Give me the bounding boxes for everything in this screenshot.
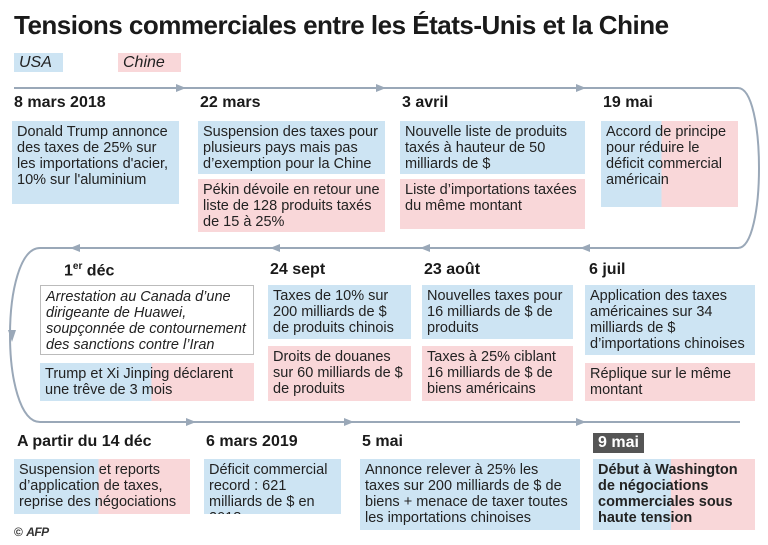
event-suspension-14-dec: Suspension et reports d’application de t…: [14, 459, 190, 514]
arrow-head-row3-c: [576, 418, 586, 426]
event-treve-1er-dec: Trump et Xi Jinping déclarent une trêve …: [40, 363, 254, 401]
event-chine-3-avril: Liste d’importations taxées du même mont…: [400, 179, 585, 229]
arrow-head-row1-b: [376, 84, 386, 92]
date-24-sept: 24 sept: [270, 261, 326, 278]
date-6-juil: 6 juil: [589, 261, 626, 278]
timeline-curve-left: [9, 247, 41, 423]
event-usa-8-mars-2018: Donald Trump annonce des taxes de 25% su…: [12, 121, 179, 204]
date-22-mars: 22 mars: [200, 94, 261, 111]
arrow-head-row1-c: [576, 84, 586, 92]
copyright-symbol: ©: [14, 525, 23, 539]
event-negociations-9-mai: Début à Washington de négociations comme…: [593, 459, 755, 530]
date-14-dec: A partir du 14 déc: [17, 433, 152, 450]
afp-logo: AFP: [26, 525, 49, 539]
event-usa-22-mars: Suspension des taxes pour plusieurs pays…: [198, 121, 385, 174]
arrow-head-row2-b: [420, 244, 430, 252]
date-6-mars-2019: 6 mars 2019: [206, 433, 298, 450]
credit: © AFP: [14, 525, 49, 539]
arrow-head-row3-b: [344, 418, 354, 426]
event-chine-24-sept: Droits de douanes sur 60 milliards de $ …: [268, 346, 411, 401]
event-usa-6-juil: Application des taxes américaines sur 34…: [585, 285, 755, 355]
date-19-mai: 19 mai: [603, 94, 653, 111]
event-usa-23-aout: Nouvelles taxes pour 16 milliards de $ d…: [422, 285, 573, 339]
arrow-head-row2-c: [270, 244, 280, 252]
date-9-mai: 9 mai: [593, 433, 644, 453]
page-title: Tensions commerciales entre les États-Un…: [14, 10, 669, 40]
event-chine-6-juil: Réplique sur le même montant: [585, 363, 755, 401]
date-23-aout: 23 août: [424, 261, 481, 278]
legend-chine: Chine: [118, 53, 181, 72]
arrow-head-row2-a: [580, 244, 590, 252]
event-chine-23-aout: Taxes à 25% ciblant 16 milliards de $ de…: [422, 346, 573, 401]
date-8-mars-2018: 8 mars 2018: [14, 94, 106, 111]
event-usa-6-mars-2019: Déficit commercial record : 621 milliard…: [204, 459, 341, 514]
date-5-mai: 5 mai: [362, 433, 403, 450]
event-usa-3-avril: Nouvelle liste de produits taxés à haute…: [400, 121, 585, 174]
date-1er-dec: 1er déc: [64, 261, 115, 280]
event-usa-5-mai: Annonce relever à 25% les taxes sur 200 …: [360, 459, 580, 530]
legend-usa: USA: [14, 53, 63, 72]
arrow-head-left-curve: [8, 330, 16, 342]
arrow-head-row1-a: [176, 84, 186, 92]
event-usa-24-sept: Taxes de 10% sur 200 milliards de $ de p…: [268, 285, 411, 339]
timeline-curve-right: [737, 87, 760, 249]
arrow-head-row2-d: [70, 244, 80, 252]
event-chine-22-mars: Pékin dévoile en retour une liste de 128…: [198, 179, 385, 232]
event-accord-19-mai: Accord de principe pour réduire le défic…: [601, 121, 738, 207]
event-huawei-arrest: Arrestation au Canada d’une dirigeante d…: [40, 285, 254, 355]
date-3-avril: 3 avril: [402, 94, 449, 111]
arrow-head-row3-a: [186, 418, 196, 426]
